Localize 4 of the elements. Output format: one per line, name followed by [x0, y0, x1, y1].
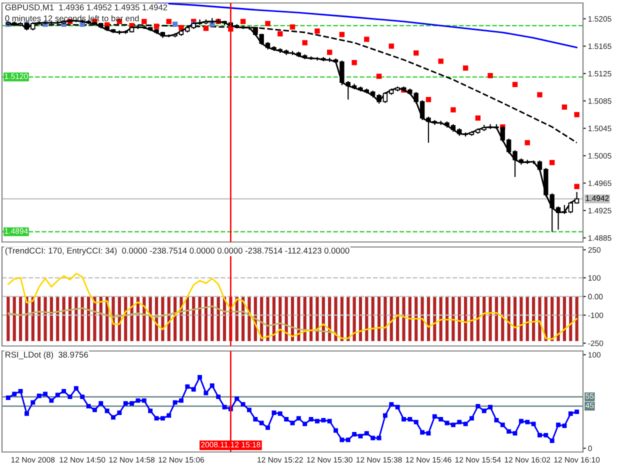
annotation: 0 minutes 12 seconds left to bar end [5, 15, 139, 22]
chart-title: (TrendCCI: 170, EntryCCI: 34) 0.0000 -238.7514 0.0000 0.0000 -238.7514 -112.4123 0.0000 [5, 247, 350, 256]
chart-title: GBPUSD,M1 1.4936 1.4952 1.4935 1.4942 [5, 4, 168, 12]
chart-title: RSI_LDot (8) 38.9756 [6, 352, 88, 360]
